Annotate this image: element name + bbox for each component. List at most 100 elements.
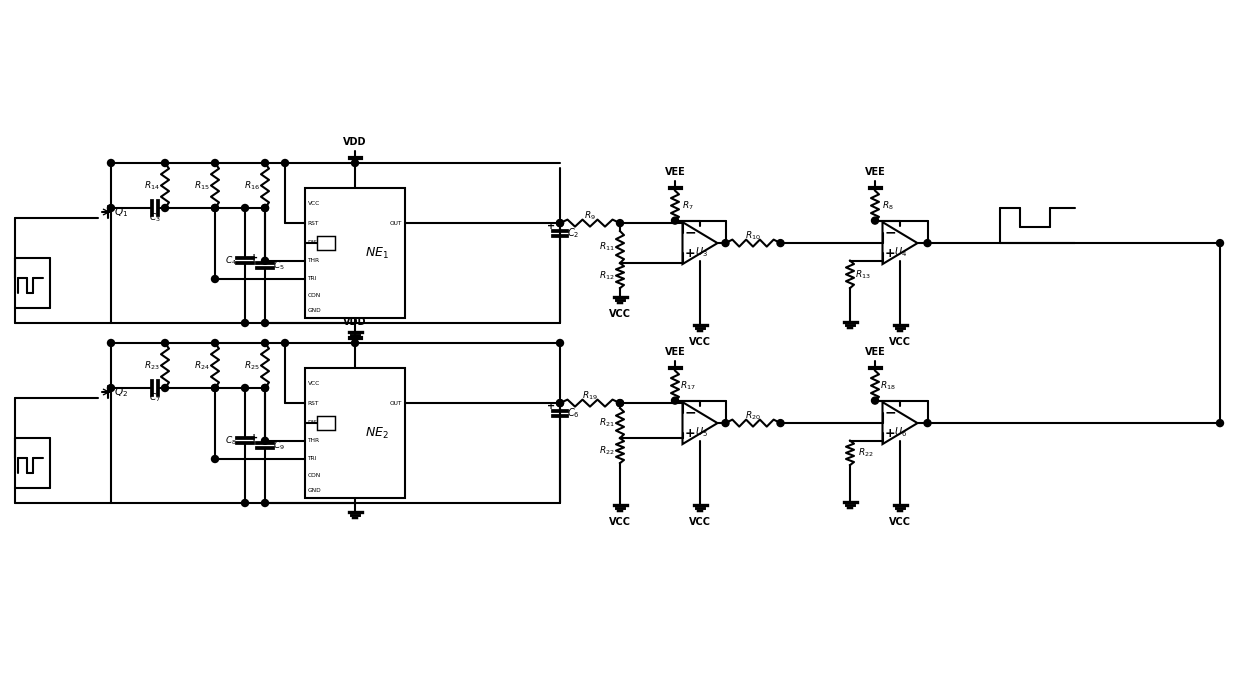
Text: $R_{12}$: $R_{12}$ [599, 269, 615, 282]
Bar [305, 368, 405, 498]
Text: $R_9$: $R_9$ [584, 210, 596, 223]
Text: VCC: VCC [689, 337, 711, 347]
Text: $U_6$: $U_6$ [894, 426, 908, 439]
Circle shape [212, 385, 218, 391]
Text: VCC: VCC [609, 517, 631, 527]
Bar [317, 415, 335, 430]
Text: $Q_2$: $Q_2$ [114, 386, 128, 400]
Text: +: + [684, 247, 696, 260]
Text: +: + [250, 433, 258, 443]
Text: $U_5$: $U_5$ [694, 426, 708, 439]
Text: $R_{20}$: $R_{20}$ [745, 410, 761, 422]
Text: GND: GND [308, 488, 321, 492]
Text: GND: GND [308, 308, 321, 313]
Text: +: + [885, 427, 895, 440]
Text: VEE: VEE [864, 346, 885, 357]
Text: +: + [885, 247, 895, 260]
Text: THR: THR [308, 258, 320, 264]
Circle shape [924, 240, 931, 247]
Circle shape [262, 320, 269, 326]
Circle shape [161, 204, 169, 212]
Text: CON: CON [308, 473, 321, 478]
Circle shape [262, 204, 269, 212]
Text: VCC: VCC [609, 309, 631, 319]
Text: VCC: VCC [889, 517, 911, 527]
Text: DIS: DIS [308, 240, 317, 245]
Circle shape [262, 204, 269, 212]
Text: $C_3$: $C_3$ [149, 212, 161, 224]
Circle shape [212, 160, 218, 167]
Text: THR: THR [308, 438, 320, 443]
Text: +: + [547, 221, 556, 231]
Circle shape [1216, 419, 1224, 427]
Circle shape [281, 339, 289, 346]
Text: VCC: VCC [689, 517, 711, 527]
Text: $C_9$: $C_9$ [273, 439, 285, 451]
Circle shape [281, 160, 289, 167]
Circle shape [351, 339, 358, 346]
Circle shape [557, 400, 563, 406]
Text: $NE_1$: $NE_1$ [365, 245, 389, 260]
Circle shape [872, 217, 878, 224]
Circle shape [161, 385, 169, 391]
Text: $C_7$: $C_7$ [149, 392, 161, 404]
Circle shape [212, 204, 218, 212]
Text: VCC: VCC [308, 381, 320, 386]
Circle shape [262, 257, 269, 264]
Circle shape [672, 397, 678, 404]
Text: $C_4$: $C_4$ [224, 254, 237, 267]
Circle shape [212, 275, 218, 283]
Text: $R_{10}$: $R_{10}$ [745, 230, 761, 242]
Text: VEE: VEE [665, 346, 686, 357]
Circle shape [108, 385, 114, 391]
Text: $C_5$: $C_5$ [273, 260, 285, 272]
Circle shape [242, 385, 248, 391]
Circle shape [242, 320, 248, 326]
Text: $R_{18}$: $R_{18}$ [880, 379, 895, 392]
Bar [305, 188, 405, 318]
Text: +: + [250, 253, 258, 263]
Text: +: + [684, 427, 696, 440]
Circle shape [722, 240, 729, 247]
Text: $R_{22}$: $R_{22}$ [599, 445, 615, 457]
Circle shape [262, 385, 269, 391]
Text: $R_{22}$: $R_{22}$ [858, 447, 874, 460]
Text: $Q_1$: $Q_1$ [114, 206, 128, 219]
Text: −: − [885, 406, 897, 419]
Circle shape [108, 204, 114, 212]
Circle shape [616, 400, 624, 406]
Circle shape [872, 397, 878, 404]
Text: $R_{23}$: $R_{23}$ [144, 359, 160, 372]
Text: $U_3$: $U_3$ [694, 246, 708, 260]
Text: VCC: VCC [889, 337, 911, 347]
Circle shape [108, 160, 114, 167]
Text: $NE_2$: $NE_2$ [365, 426, 389, 441]
Circle shape [262, 339, 269, 346]
Bar [317, 236, 335, 249]
Text: VEE: VEE [864, 167, 885, 177]
Circle shape [1216, 240, 1224, 247]
Text: $R_{19}$: $R_{19}$ [582, 390, 598, 402]
Circle shape [722, 419, 729, 427]
Circle shape [616, 220, 624, 227]
Text: OUT: OUT [391, 221, 403, 225]
Circle shape [557, 400, 563, 406]
Circle shape [242, 499, 248, 507]
Text: RST: RST [308, 401, 319, 406]
Circle shape [262, 160, 269, 167]
Text: $R_{15}$: $R_{15}$ [195, 179, 210, 192]
Text: VEE: VEE [665, 167, 686, 177]
Circle shape [161, 339, 169, 346]
Text: $R_{17}$: $R_{17}$ [680, 379, 696, 392]
Text: TRI: TRI [308, 277, 317, 281]
Circle shape [262, 437, 269, 445]
Text: VDD: VDD [343, 137, 367, 147]
Text: $R_8$: $R_8$ [882, 199, 894, 212]
Circle shape [212, 204, 218, 212]
Circle shape [262, 385, 269, 391]
Text: $R_{21}$: $R_{21}$ [599, 417, 615, 430]
Circle shape [212, 385, 218, 391]
Circle shape [557, 339, 563, 346]
Circle shape [212, 456, 218, 462]
Circle shape [616, 400, 624, 406]
